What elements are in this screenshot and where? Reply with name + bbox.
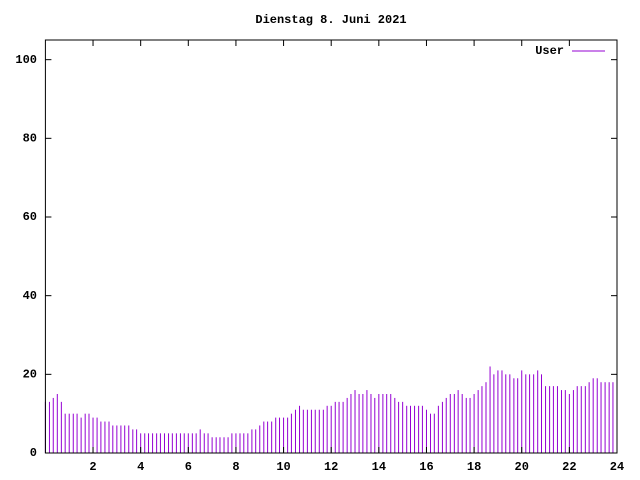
x-tick-label: 2 — [89, 460, 96, 474]
plot-frame — [44, 39, 618, 454]
x-tick-label: 16 — [419, 460, 433, 474]
x-tick-label: 12 — [324, 460, 338, 474]
x-tick-label: 20 — [515, 460, 529, 474]
x-tick-label: 22 — [562, 460, 576, 474]
x-tick-label: 14 — [372, 460, 386, 474]
x-tick-label: 18 — [467, 460, 481, 474]
x-tick-label: 10 — [276, 460, 290, 474]
y-tick-label: 20 — [23, 368, 37, 382]
legend-label: User — [535, 44, 564, 58]
y-tick-label: 100 — [15, 53, 37, 67]
x-tick-label: 8 — [232, 460, 239, 474]
y-tick-label: 80 — [23, 132, 37, 146]
y-tick-label: 60 — [23, 210, 37, 224]
x-tick-label: 6 — [185, 460, 192, 474]
y-tick-label: 0 — [30, 446, 37, 460]
x-tick-label: 24 — [610, 460, 624, 474]
y-tick-label: 40 — [23, 289, 37, 303]
x-tick-label: 4 — [137, 460, 144, 474]
chart-title: Dienstag 8. Juni 2021 — [255, 13, 406, 27]
